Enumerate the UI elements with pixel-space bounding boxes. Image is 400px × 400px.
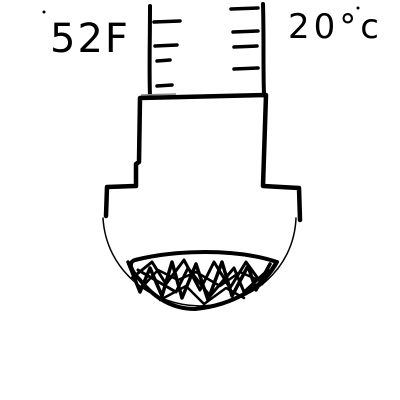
mercury-scribble bbox=[126, 250, 279, 311]
scribble-hatch bbox=[158, 284, 246, 306]
left-scale-ticks bbox=[152, 19, 182, 88]
tube-right-wall bbox=[261, 2, 266, 96]
tick-mark bbox=[232, 44, 259, 49]
tick-mark bbox=[152, 19, 182, 24]
tick-mark bbox=[155, 58, 172, 63]
scribble-outline bbox=[128, 250, 279, 311]
bulb-outline bbox=[102, 217, 297, 307]
fahrenheit-label: 52F bbox=[50, 16, 130, 62]
celsius-label: 20°c bbox=[288, 7, 383, 47]
tick-mark bbox=[153, 43, 179, 48]
stray-dot-right bbox=[356, 6, 360, 10]
tube-base-mark bbox=[140, 93, 177, 96]
stray-dot-left bbox=[42, 10, 46, 14]
tick-mark bbox=[231, 29, 260, 34]
scribble-hatch bbox=[143, 268, 260, 288]
right-scale-ticks bbox=[229, 6, 260, 71]
tick-mark bbox=[229, 6, 260, 11]
tick-mark bbox=[155, 83, 174, 88]
thermometer-body bbox=[103, 92, 303, 223]
tick-mark bbox=[232, 66, 260, 71]
scribble-hatch bbox=[130, 258, 278, 292]
